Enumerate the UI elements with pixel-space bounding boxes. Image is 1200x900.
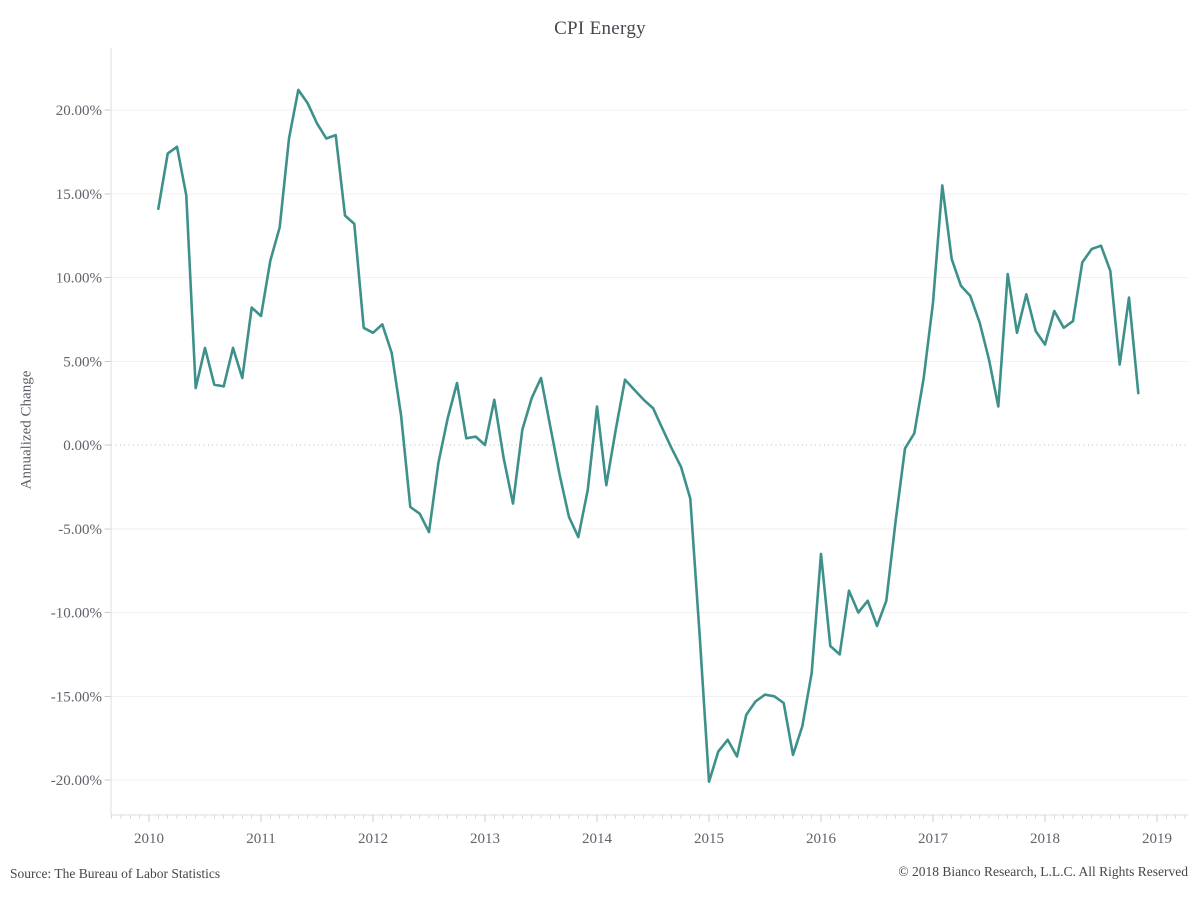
y-axis-title: Annualized Change bbox=[18, 370, 35, 490]
x-tick-label: 2014 bbox=[582, 831, 613, 847]
y-tick-label: 5.00% bbox=[63, 354, 102, 370]
x-tick-label: 2018 bbox=[1030, 831, 1060, 847]
y-tick-label: 15.00% bbox=[56, 187, 102, 203]
y-tick-label: -20.00% bbox=[51, 773, 102, 789]
chart-title: CPI Energy bbox=[554, 18, 646, 39]
x-tick-label: 2010 bbox=[134, 831, 164, 847]
y-tick-label: 10.00% bbox=[56, 271, 102, 287]
cpi-energy-line-chart: 20.00% 15.00% 10.00% 5.00% 0.00% -5.00% -10.00… bbox=[51, 48, 1188, 847]
gridlines bbox=[111, 109, 1188, 781]
x-tick-label: 2019 bbox=[1142, 831, 1172, 847]
y-tick-label: 0.00% bbox=[63, 438, 102, 454]
y-tick-label: -15.00% bbox=[51, 689, 102, 705]
y-tick-label: 20.00% bbox=[56, 103, 102, 119]
source-note: Source: The Bureau of Labor Statistics bbox=[10, 866, 221, 881]
y-tick-label: -5.00% bbox=[58, 522, 102, 538]
y-tick-label: -10.00% bbox=[51, 606, 102, 622]
x-tick-label: 2016 bbox=[806, 831, 837, 847]
x-tick-label: 2015 bbox=[694, 831, 724, 847]
x-tick-label: 2017 bbox=[918, 831, 949, 847]
x-tick-label: 2011 bbox=[246, 831, 275, 847]
copyright-note: © 2018 Bianco Research, L.L.C. All Right… bbox=[898, 864, 1188, 879]
series-line bbox=[157, 88, 1140, 783]
x-tick-label: 2013 bbox=[470, 831, 500, 847]
x-tick-label: 2012 bbox=[358, 831, 388, 847]
